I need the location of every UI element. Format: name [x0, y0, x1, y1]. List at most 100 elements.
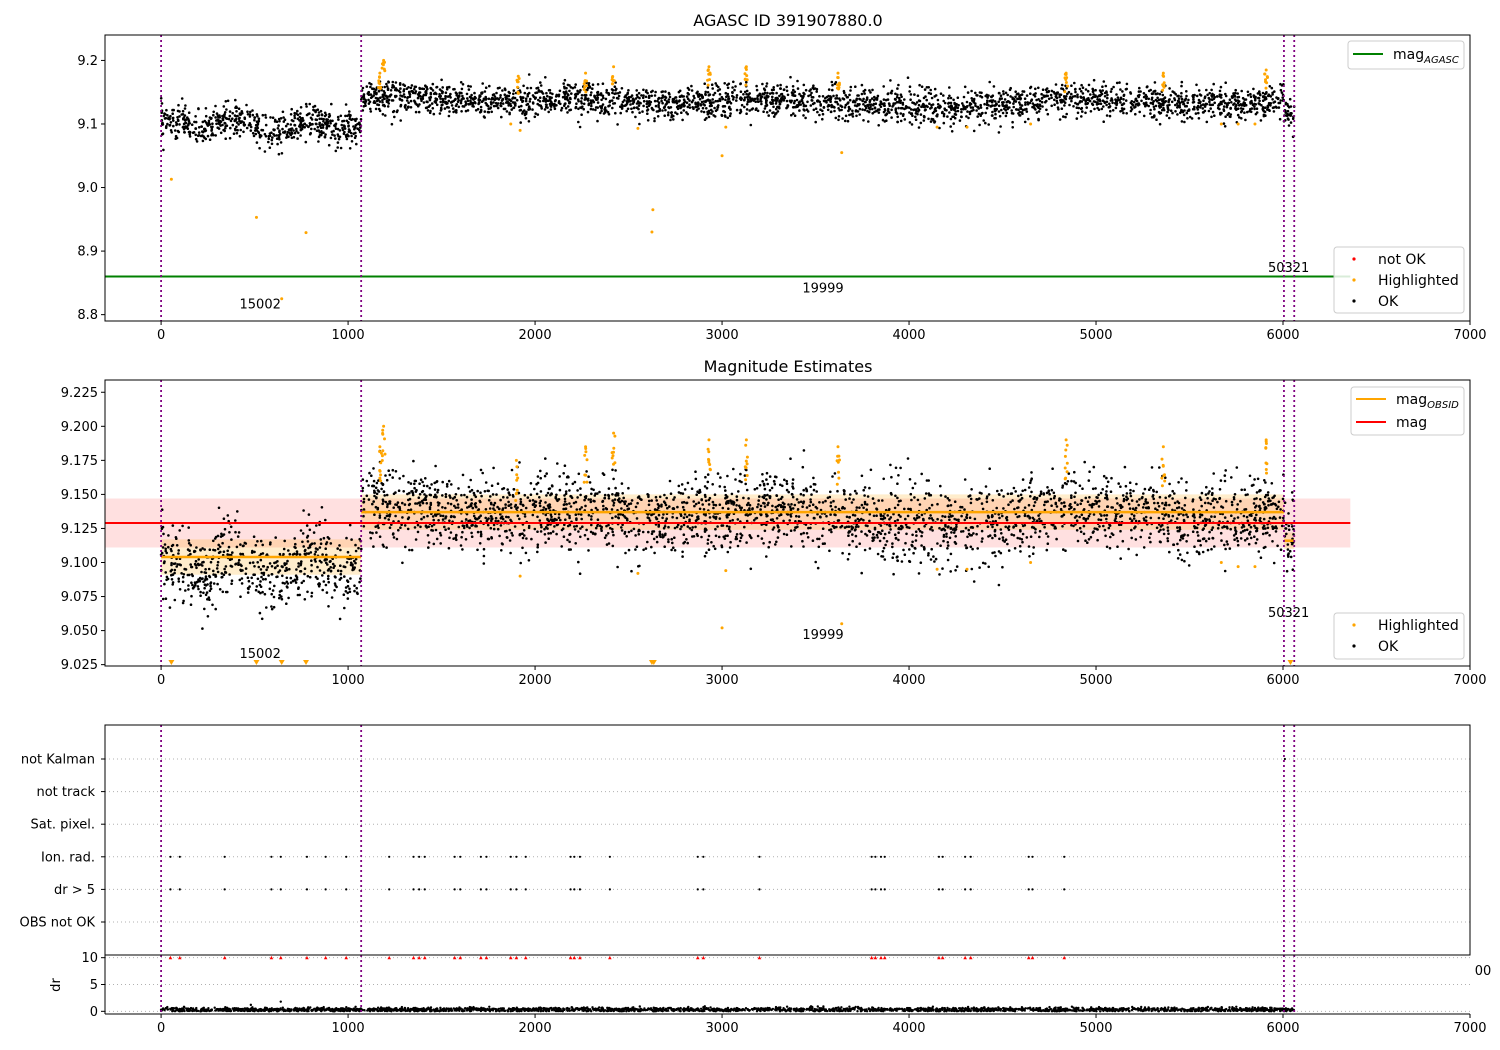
- ok-point: [574, 542, 577, 545]
- ok-point: [231, 117, 234, 120]
- ok-point: [308, 528, 312, 532]
- highlighted-point: [1264, 80, 1267, 84]
- ok-point: [524, 97, 528, 100]
- ok-point: [1054, 83, 1058, 86]
- ok-point: [786, 93, 790, 97]
- ok-point: [1070, 99, 1073, 103]
- ok-point: [212, 110, 215, 114]
- highlighted-point: [1264, 68, 1268, 72]
- ok-point: [189, 563, 192, 566]
- ok-point: [301, 540, 304, 544]
- ok-point: [740, 103, 744, 107]
- highlighted-point: [518, 128, 522, 132]
- ok-point: [264, 113, 267, 117]
- ok-point: [932, 119, 935, 122]
- ok-point: [441, 100, 445, 104]
- ok-point: [627, 548, 631, 552]
- ok-point: [270, 607, 274, 611]
- ok-point: [422, 101, 426, 104]
- ok-point: [1229, 106, 1232, 110]
- ok-point: [467, 88, 471, 91]
- ok-point: [1148, 536, 1151, 539]
- ok-point: [332, 566, 335, 569]
- ok-point: [1013, 547, 1017, 550]
- ok-point: [754, 108, 758, 111]
- ok-point: [187, 542, 191, 545]
- ok-point: [920, 534, 923, 538]
- ok-point: [237, 561, 240, 565]
- ok-point: [499, 101, 503, 105]
- ok-point: [1109, 90, 1113, 93]
- ok-point: [970, 89, 973, 93]
- ok-point: [234, 519, 237, 522]
- ok-point: [203, 119, 207, 123]
- ok-point: [1211, 110, 1215, 114]
- ok-point: [295, 550, 299, 553]
- ok-point: [1219, 85, 1223, 89]
- ok-point: [705, 116, 708, 120]
- ok-point: [816, 566, 820, 570]
- ok-point: [546, 523, 549, 527]
- ok-point: [837, 118, 840, 122]
- ok-point: [1235, 466, 1239, 469]
- ok-point: [353, 127, 356, 131]
- ok-point: [447, 114, 451, 118]
- ok-point: [347, 128, 351, 131]
- ok-point: [1138, 110, 1141, 114]
- ok-point: [821, 527, 825, 530]
- ok-point: [334, 122, 338, 126]
- ok-point: [711, 87, 714, 90]
- ok-point: [914, 118, 918, 121]
- ok-point: [1161, 100, 1164, 103]
- ok-point: [1021, 524, 1025, 528]
- ok-point: [862, 103, 865, 106]
- ok-point: [871, 107, 874, 111]
- ok-point: [347, 130, 351, 134]
- ok-point: [259, 568, 263, 571]
- ok-point: [1084, 88, 1088, 91]
- ok-point: [204, 137, 208, 141]
- highlighted-point: [720, 154, 724, 158]
- ok-point: [851, 109, 854, 113]
- ok-point: [637, 107, 640, 111]
- ok-point: [586, 110, 590, 114]
- ok-point: [321, 553, 324, 556]
- ok-point: [470, 93, 473, 97]
- highlighted-point: [1063, 72, 1067, 76]
- ok-point: [892, 102, 895, 105]
- ok-point: [338, 617, 342, 621]
- ok-point: [1102, 80, 1106, 83]
- ok-point: [324, 133, 327, 136]
- ok-point: [868, 108, 872, 111]
- ok-point: [317, 582, 321, 585]
- ok-point: [606, 532, 610, 535]
- ok-point: [386, 105, 390, 108]
- ok-point: [1137, 90, 1141, 93]
- ok-point: [1098, 525, 1101, 528]
- ok-point: [1023, 120, 1027, 124]
- ok-point: [667, 91, 671, 95]
- ok-point: [763, 502, 766, 505]
- ok-point: [1163, 96, 1167, 99]
- ok-point: [204, 584, 208, 587]
- ok-point: [369, 110, 373, 113]
- ok-point: [648, 103, 652, 106]
- ok-point: [538, 96, 542, 99]
- ok-point: [785, 85, 788, 89]
- ok-point: [850, 501, 854, 504]
- ok-point: [989, 99, 993, 102]
- ok-point: [860, 83, 864, 87]
- ok-point: [392, 506, 396, 510]
- ok-point: [334, 584, 337, 587]
- ok-point: [991, 104, 994, 107]
- ok-point: [1124, 99, 1128, 102]
- ok-point: [222, 533, 226, 536]
- ok-point: [766, 91, 769, 95]
- ok-point: [1150, 98, 1154, 101]
- ok-point: [1021, 108, 1025, 112]
- ok-point: [1129, 91, 1132, 94]
- ok-point: [261, 565, 265, 568]
- ok-point: [460, 110, 463, 113]
- ok-point: [717, 85, 720, 89]
- ok-point: [477, 98, 481, 101]
